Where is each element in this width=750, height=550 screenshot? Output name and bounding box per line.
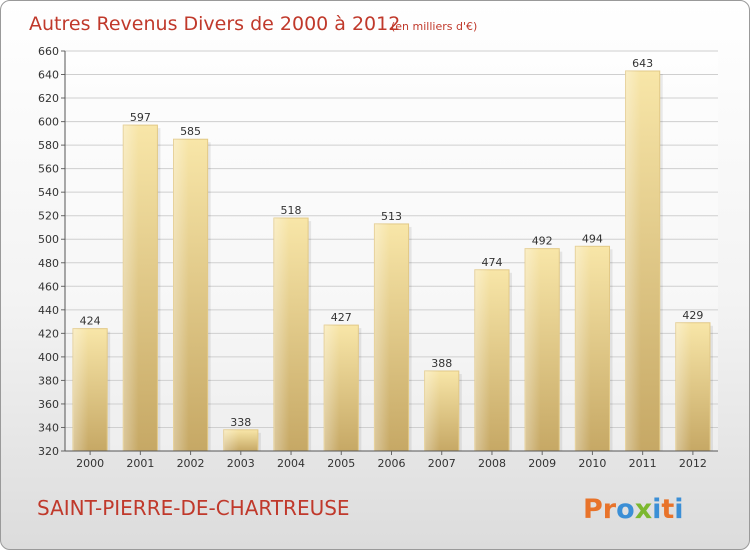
value-label: 518 — [281, 204, 302, 217]
y-tick-label: 400 — [38, 351, 59, 364]
x-tick-label: 2011 — [629, 457, 657, 470]
logo-letter: t — [661, 494, 674, 525]
y-axis: 320 340 360 380 400 420 440 460 480 500 520 540 560 5… — [38, 45, 66, 458]
x-tick-label: 2001 — [126, 457, 154, 470]
bar-highlight — [525, 248, 560, 451]
value-label: 424 — [80, 315, 101, 328]
x-tick-label: 2010 — [578, 457, 606, 470]
chart-unit: (en milliers d'€) — [391, 20, 477, 33]
value-label: 585 — [180, 125, 201, 138]
value-label: 427 — [331, 311, 352, 324]
y-tick-label: 580 — [38, 139, 59, 152]
logo-letter: P — [583, 494, 603, 525]
svg-text:Proxiti: Proxiti — [583, 494, 684, 525]
y-tick-label: 500 — [38, 233, 59, 246]
y-tick-label: 480 — [38, 257, 59, 270]
y-tick-label: 600 — [38, 116, 59, 129]
value-label: 388 — [431, 357, 452, 370]
y-tick-label: 460 — [38, 280, 59, 293]
x-tick-label: 2000 — [76, 457, 104, 470]
x-tick-label: 2012 — [679, 457, 707, 470]
logo-letter: i — [674, 494, 683, 525]
value-label: 494 — [582, 232, 603, 245]
x-tick-label: 2005 — [327, 457, 355, 470]
bar-highlight — [324, 325, 359, 451]
y-tick-label: 320 — [38, 445, 59, 458]
bar-highlight — [625, 71, 660, 451]
y-tick-label: 440 — [38, 304, 59, 317]
y-tick-label: 340 — [38, 421, 59, 434]
value-label: 643 — [632, 57, 653, 70]
x-tick-label: 2004 — [277, 457, 305, 470]
bar-highlight — [675, 322, 710, 451]
y-tick-label: 560 — [38, 163, 59, 176]
y-tick-label: 620 — [38, 92, 59, 105]
bars: 424 597 585 338 518 427 513 388 474 492 494 643 429 — [72, 57, 713, 452]
y-tick-label: 520 — [38, 210, 59, 223]
logo-letter: i — [652, 494, 661, 525]
bar-highlight — [424, 371, 459, 451]
value-label: 492 — [532, 235, 553, 248]
x-tick-label: 2006 — [378, 457, 406, 470]
logo-letter: r — [603, 494, 617, 525]
chart-title: Autres Revenus Divers de 2000 à 2012 — [29, 13, 400, 35]
y-tick-label: 640 — [38, 69, 59, 82]
x-tick-label: 2003 — [227, 457, 255, 470]
proxiti-logo: Proxiti — [583, 494, 684, 525]
logo-letter: x — [635, 494, 652, 525]
x-tick-label: 2008 — [478, 457, 506, 470]
value-label: 338 — [230, 416, 251, 429]
bar-highlight — [474, 269, 510, 451]
x-tick-label: 2009 — [528, 457, 556, 470]
value-label: 513 — [381, 210, 402, 223]
bar-highlight — [575, 246, 610, 451]
location-label: SAINT-PIERRE-DE-CHARTREUSE — [37, 496, 350, 520]
x-axis: 2000 2001 2002 2003 2004 2005 2006 2007 2008 2009… — [65, 450, 718, 470]
y-tick-label: 420 — [38, 327, 59, 340]
bar-highlight — [374, 223, 409, 451]
bar-highlight — [73, 328, 108, 451]
value-label: 429 — [682, 309, 703, 322]
y-tick-label: 360 — [38, 398, 59, 411]
x-tick-label: 2007 — [428, 457, 456, 470]
value-label: 474 — [481, 256, 502, 269]
bar-highlight — [223, 429, 258, 451]
logo-letter: o — [616, 494, 635, 525]
y-tick-label: 380 — [38, 374, 59, 387]
bar-highlight — [173, 139, 208, 451]
y-tick-label: 660 — [38, 45, 59, 58]
bar-highlight — [273, 218, 309, 451]
bar-highlight — [123, 125, 158, 451]
y-tick-label: 540 — [38, 186, 59, 199]
value-label: 597 — [130, 111, 151, 124]
x-tick-label: 2002 — [177, 457, 205, 470]
